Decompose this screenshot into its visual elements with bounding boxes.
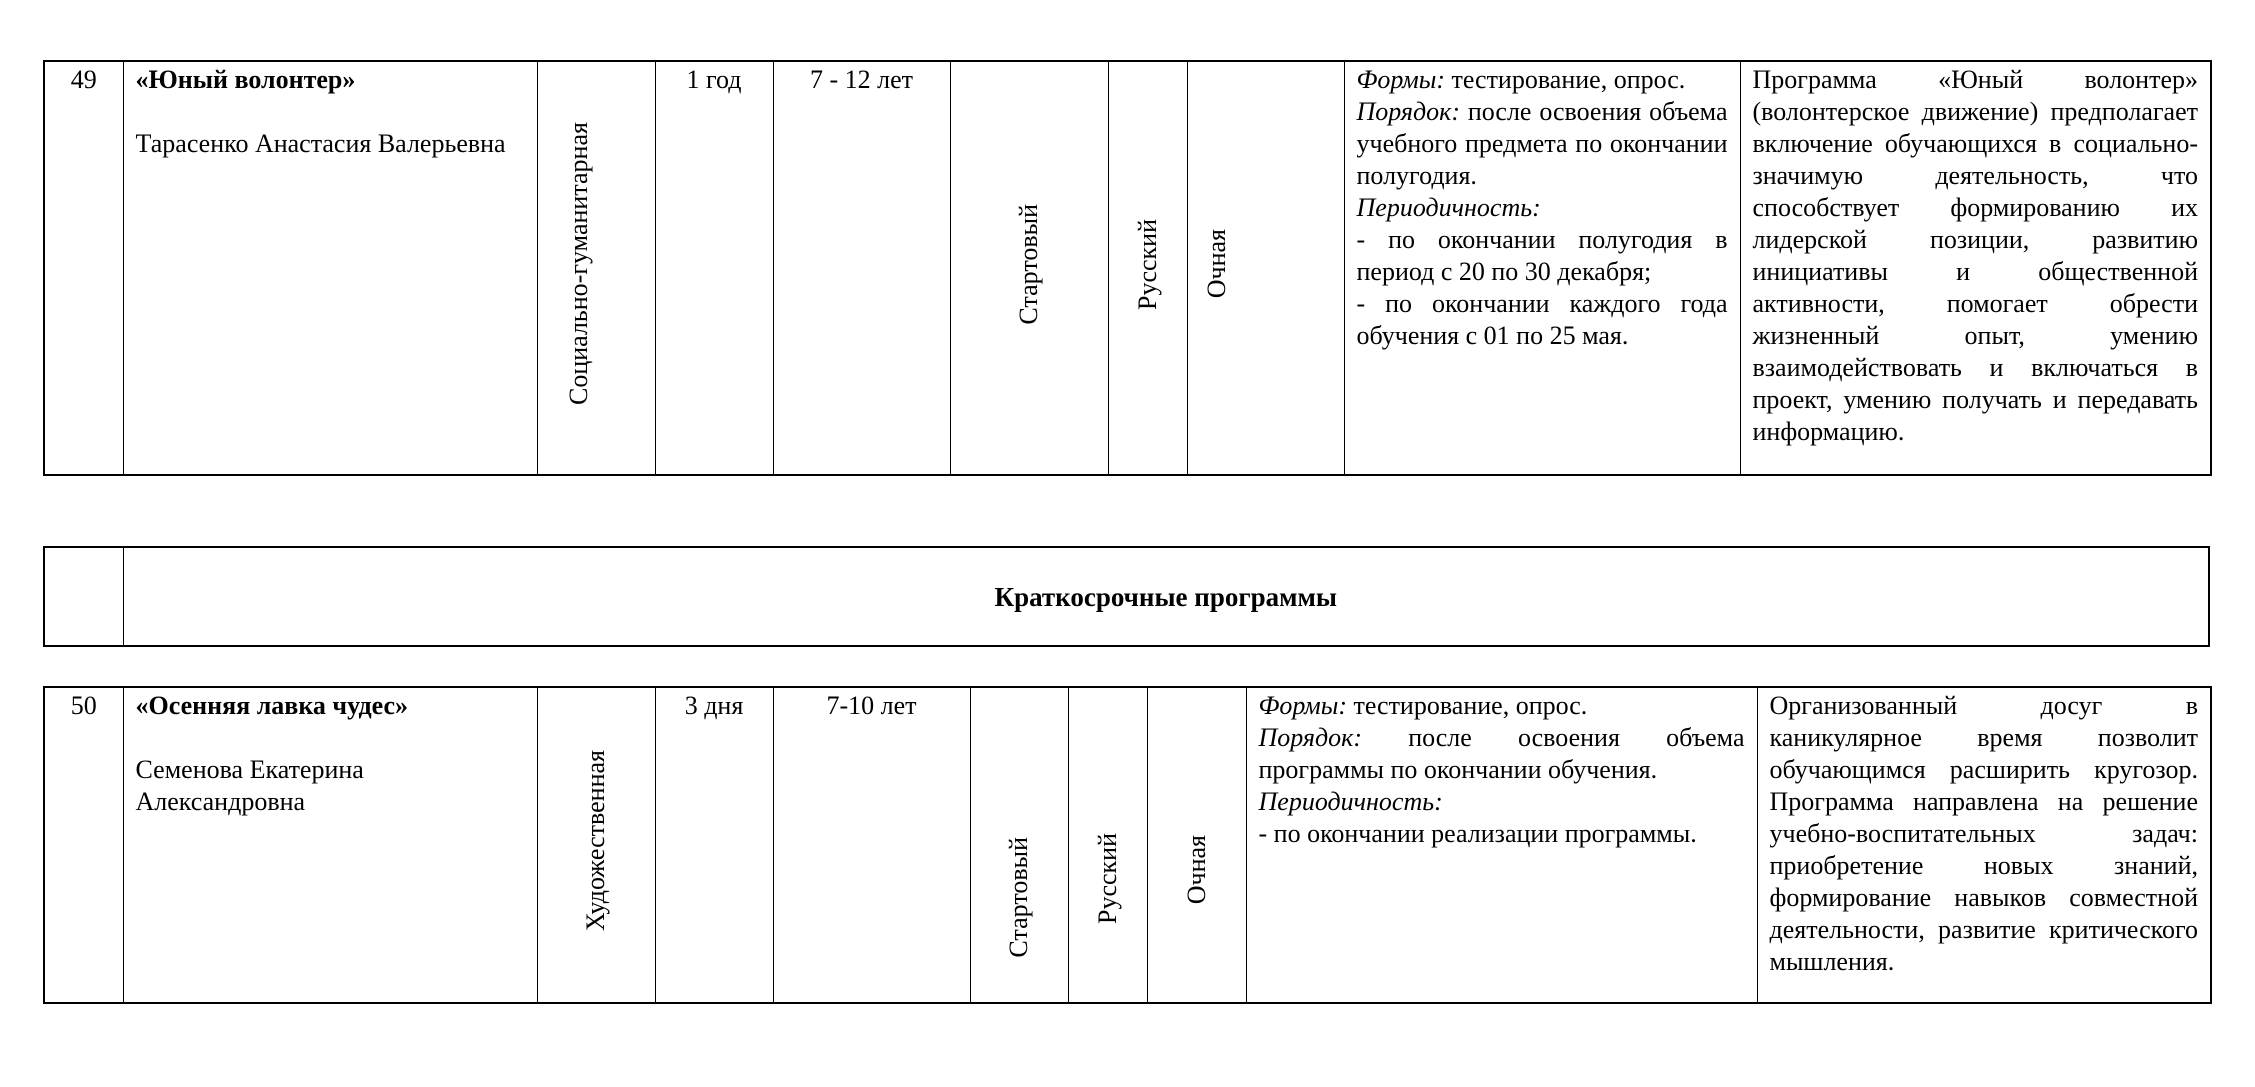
- forms-label: Формы:: [1258, 691, 1347, 720]
- section-heading-table: Краткосрочные программы: [43, 546, 2210, 647]
- language-cell: Русский: [1107, 60, 1188, 476]
- program-author: Семенова Екатерина Александровна: [135, 755, 364, 816]
- forms-label: Формы:: [1356, 65, 1445, 94]
- language: Русский: [1132, 218, 1162, 310]
- assessment-cell: Формы: тестирование, опрос. Порядок: пос…: [1245, 686, 1758, 1004]
- period-item: - по окончании каждого года обучения с 0…: [1356, 289, 1728, 350]
- program-title: «Юный волонтер»: [135, 65, 356, 94]
- form-cell: Очная: [1146, 686, 1247, 1004]
- direction-cell: Художественная: [536, 686, 656, 1004]
- period-item: - по окончании полугодия в период с 20 п…: [1356, 225, 1728, 286]
- language: Русский: [1092, 833, 1122, 924]
- level-cell: Стартовый: [969, 686, 1069, 1004]
- age: 7-10 лет: [772, 686, 971, 1004]
- description: Программа «Юный волонтер» (волонтерское …: [1739, 60, 2212, 476]
- level-cell: Стартовый: [949, 60, 1109, 476]
- program-table-50: 50 «Осенняя лавка чудес» Семенова Екатер…: [43, 686, 2212, 1004]
- period-label: Периодичность:: [1258, 787, 1443, 816]
- order-text: после освоения объема программы по оконч…: [1258, 723, 1745, 784]
- row-number: 49: [43, 60, 124, 476]
- forms-text: тестирование, опрос.: [1346, 691, 1588, 720]
- duration: 1 год: [654, 60, 774, 476]
- description: Организованный досуг в каникулярное врем…: [1756, 686, 2212, 1004]
- language-cell: Русский: [1067, 686, 1148, 1004]
- program-cell: «Юный волонтер» Тарасенко Анастасия Вале…: [122, 60, 538, 476]
- direction: Социально-гуманитарная: [564, 122, 593, 406]
- empty-cell: [43, 546, 124, 647]
- program-author: Тарасенко Анастасия Валерьевна: [135, 129, 506, 158]
- assessment-cell: Формы: тестирование, опрос. Порядок: пос…: [1343, 60, 1741, 476]
- duration: 3 дня: [654, 686, 774, 1004]
- table-row: 50 «Осенняя лавка чудес» Семенова Екатер…: [43, 686, 2212, 1004]
- level: Стартовый: [1004, 837, 1033, 958]
- program-cell: «Осенняя лавка чудес» Семенова Екатерина…: [122, 686, 538, 1004]
- program-table-49: 49 «Юный волонтер» Тарасенко Анастасия В…: [43, 60, 2212, 476]
- age: 7 - 12 лет: [772, 60, 951, 476]
- order-text: после освоения объема учебного предмета …: [1356, 97, 1728, 190]
- period-item: - по окончании реализации программы.: [1258, 819, 1697, 848]
- form-cell: Очная: [1186, 60, 1345, 476]
- direction-cell: Социально-гуманитарная: [536, 60, 656, 476]
- period-label: Периодичность:: [1356, 193, 1541, 222]
- table-row: 49 «Юный волонтер» Тарасенко Анастасия В…: [43, 60, 2212, 476]
- direction: Художественная: [581, 750, 610, 932]
- form: Очная: [1201, 229, 1231, 299]
- section-heading: Краткосрочные программы: [122, 546, 2210, 647]
- level: Стартовый: [1014, 203, 1043, 325]
- table-row: Краткосрочные программы: [43, 546, 2210, 647]
- forms-text: тестирование, опрос.: [1444, 65, 1686, 94]
- order-label: Порядок:: [1356, 97, 1461, 126]
- row-number: 50: [43, 686, 124, 1004]
- order-label: Порядок:: [1258, 723, 1363, 752]
- form: Очная: [1181, 834, 1211, 904]
- program-title: «Осенняя лавка чудес»: [135, 691, 409, 720]
